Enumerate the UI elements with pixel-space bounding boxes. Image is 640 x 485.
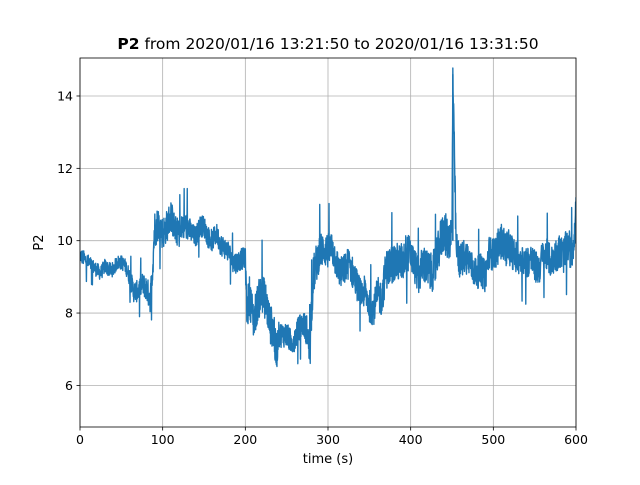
y-axis-label: P2 — [32, 234, 47, 250]
x-tick-label: 300 — [316, 432, 340, 447]
plot-area — [80, 67, 576, 368]
y-tick-label: 12 — [57, 161, 73, 176]
x-axis-label: time (s) — [303, 452, 353, 467]
chart-title-rest: from 2020/01/16 13:21:50 to 2020/01/16 1… — [140, 35, 539, 53]
y-tick-label: 6 — [65, 378, 73, 393]
x-tick-label: 0 — [76, 432, 84, 447]
x-tick-label: 400 — [399, 432, 423, 447]
chart-title: P2 from 2020/01/16 13:21:50 to 2020/01/1… — [117, 35, 538, 53]
x-tick-label: 500 — [481, 432, 505, 447]
series-line — [80, 67, 576, 368]
y-tick-label: 8 — [65, 306, 73, 321]
axis-ticks: 0 100 200 300 400 500 600 6 8 10 12 14 — [57, 88, 588, 447]
x-tick-label: 600 — [564, 432, 588, 447]
y-tick-label: 10 — [57, 233, 73, 248]
x-tick-label: 200 — [233, 432, 257, 447]
chart-title-bold: P2 — [117, 35, 139, 53]
y-tick-label: 14 — [57, 88, 73, 103]
x-tick-label: 100 — [151, 432, 175, 447]
